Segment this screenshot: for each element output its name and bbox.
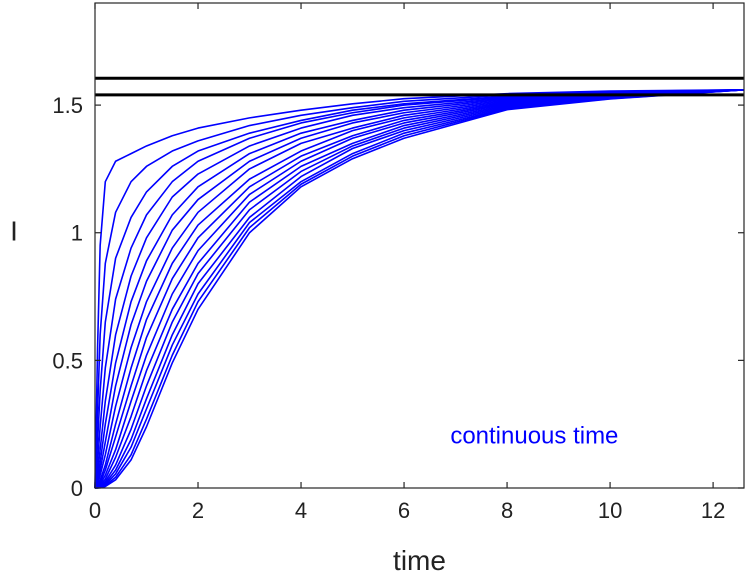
series-line-17 bbox=[95, 88, 745, 489]
y-tick-label: 1 bbox=[71, 221, 83, 246]
series-line-3 bbox=[94, 88, 745, 489]
series-line-2 bbox=[94, 88, 745, 489]
reference-lines bbox=[95, 76, 744, 97]
series-line-7 bbox=[94, 88, 745, 489]
x-tick-label: 4 bbox=[295, 498, 307, 523]
chart-annotation: continuous time bbox=[450, 422, 618, 449]
series-line-14 bbox=[94, 88, 745, 489]
x-axis-label: time bbox=[393, 545, 446, 576]
series-line-5 bbox=[94, 88, 745, 489]
x-tick-label: 2 bbox=[192, 498, 204, 523]
series-line-12 bbox=[94, 88, 745, 489]
series-line-15 bbox=[94, 88, 745, 489]
x-tick-label: 0 bbox=[89, 498, 101, 523]
series-layer bbox=[94, 88, 745, 489]
x-tick-label: 10 bbox=[598, 498, 622, 523]
y-tick-label: 0 bbox=[71, 476, 83, 501]
x-tick-label: 8 bbox=[501, 498, 513, 523]
axis-ticks: 0 2 4 6 8 10 12 0 0.5 1 1.5 bbox=[52, 3, 744, 523]
series-line-1 bbox=[94, 88, 745, 489]
series-line-9 bbox=[94, 88, 745, 489]
series-line-6 bbox=[94, 88, 745, 489]
y-tick-label: 1.5 bbox=[52, 93, 83, 118]
x-tick-label: 6 bbox=[398, 498, 410, 523]
series-line-10 bbox=[94, 88, 745, 489]
x-tick-label: 12 bbox=[701, 498, 725, 523]
series-line-11 bbox=[94, 88, 745, 489]
series-line-4 bbox=[94, 88, 745, 489]
series-line-13 bbox=[94, 88, 745, 489]
y-axis-label: I bbox=[10, 215, 18, 246]
y-tick-label: 0.5 bbox=[52, 348, 83, 373]
series-line-16 bbox=[95, 88, 745, 489]
series-line-8 bbox=[94, 88, 745, 489]
plot-frame bbox=[94, 2, 745, 489]
